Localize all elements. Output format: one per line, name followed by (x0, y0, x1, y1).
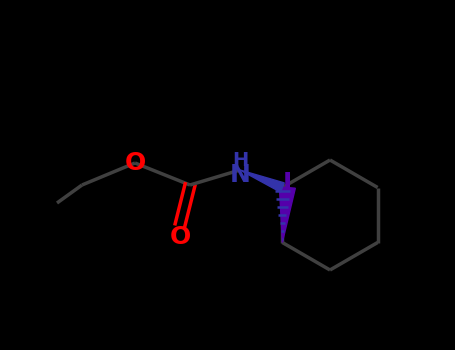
Polygon shape (240, 170, 284, 192)
Text: O: O (169, 225, 191, 249)
Text: I: I (283, 170, 292, 195)
Text: N: N (230, 163, 250, 187)
Polygon shape (279, 187, 295, 243)
Text: H: H (232, 150, 248, 169)
Text: O: O (124, 151, 146, 175)
